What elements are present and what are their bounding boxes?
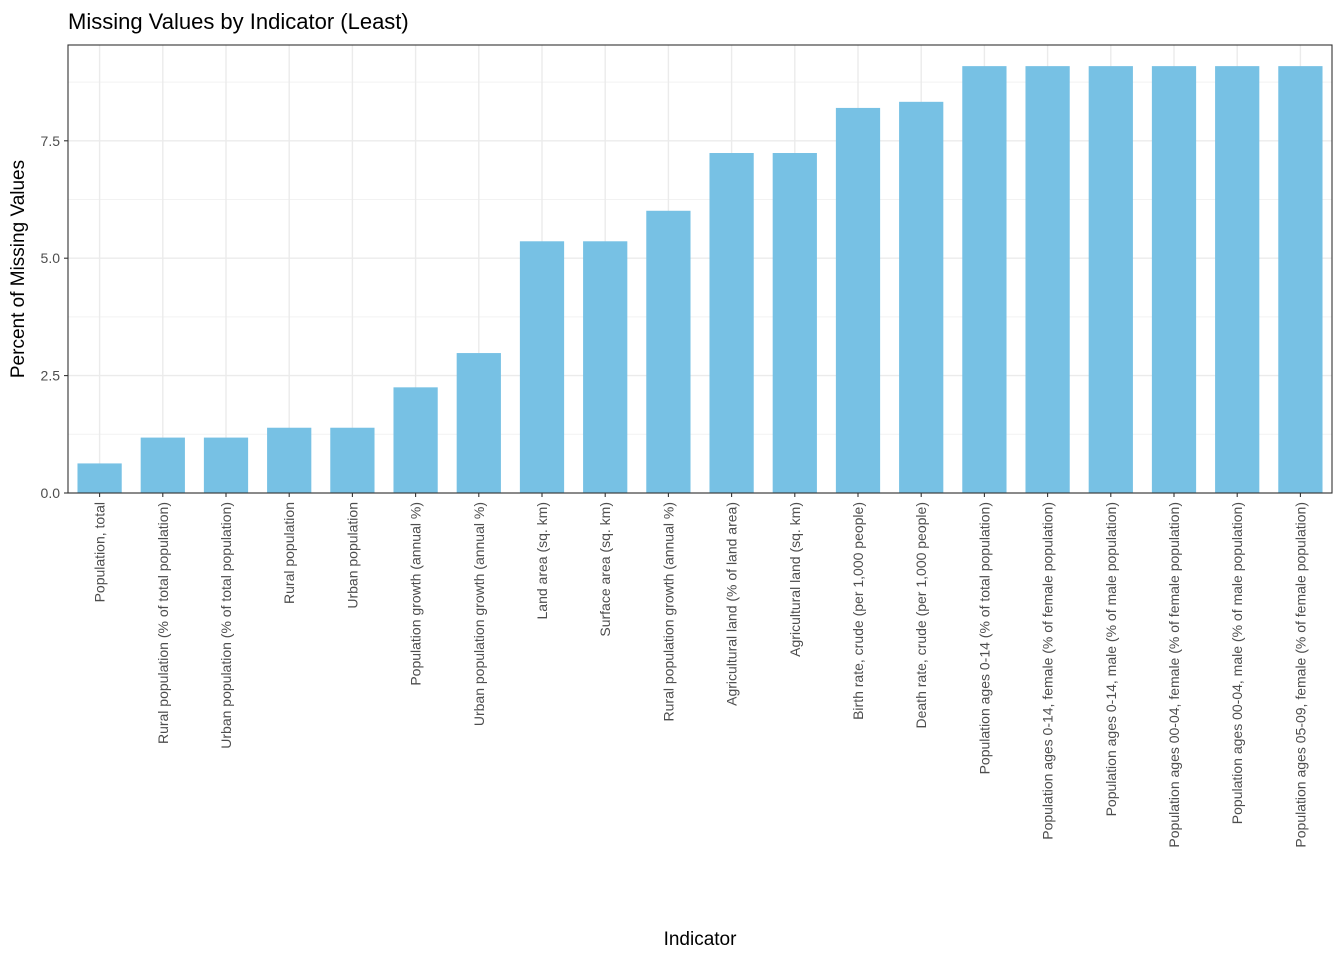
x-tick-label: Rural population (% of total population) [155,502,171,744]
x-tick-label: Rural population growth (annual %) [660,502,676,721]
x-tick-label: Land area (sq. km) [534,502,550,620]
y-axis-title: Percent of Missing Values [8,160,29,378]
bar [1088,66,1133,493]
x-tick-label: Urban population growth (annual %) [471,502,487,726]
bar [835,107,881,493]
bar [77,463,122,493]
x-tick-label: Population ages 00-04, female (% of fema… [1166,502,1182,848]
panel-border [67,44,1333,494]
x-tick-label: Agricultural land (% of land area) [724,502,740,706]
x-tick-label: Urban population [344,502,360,609]
bar [140,437,185,493]
x-tick-label: Population growth (annual %) [408,502,424,686]
x-axis: Population, total Rural population (% of … [92,493,1308,848]
bar [393,387,438,493]
x-axis-title: Indicator [664,929,738,950]
bar [1025,66,1070,493]
bar [583,241,628,493]
bar [646,210,691,493]
y-tick-label: 2.5 [41,368,61,384]
x-tick-label: Population ages 0-14, male (% of male po… [1103,502,1119,816]
y-tick-label: 5.0 [41,250,61,266]
bars [77,66,1323,493]
y-axis: 0.0 2.5 5.0 7.5 [41,133,68,501]
x-tick-label: Surface area (sq. km) [597,502,613,637]
x-tick-label: Population ages 05-09, female (% of fema… [1292,502,1308,848]
bar [1215,66,1260,493]
x-tick-label: Birth rate, crude (per 1,000 people) [850,502,866,720]
bar [962,66,1007,493]
bar [1278,66,1323,493]
bar [203,437,249,493]
bar [330,427,375,493]
bar [772,153,817,493]
bar [1151,66,1197,493]
x-tick-label: Population ages 0-14 (% of total populat… [976,502,992,774]
bar [709,153,754,493]
x-tick-label: Urban population (% of total population) [218,502,234,749]
x-tick-label: Death rate, crude (per 1,000 people) [913,502,929,728]
x-tick-label: Population ages 0-14, female (% of femal… [1040,502,1056,840]
x-tick-label: Population ages 00-04, male (% of male p… [1229,502,1245,824]
chart-title: Missing Values by Indicator (Least) [68,9,409,34]
bar [267,427,312,493]
x-tick-label: Population, total [92,502,108,602]
bar [456,353,501,493]
x-tick-label: Agricultural land (sq. km) [787,502,803,657]
y-tick-label: 7.5 [41,133,61,149]
x-tick-label: Rural population [281,502,297,604]
y-tick-label: 0.0 [41,485,61,501]
grid-major [68,45,1332,494]
bar [519,241,565,493]
bar [899,101,944,493]
